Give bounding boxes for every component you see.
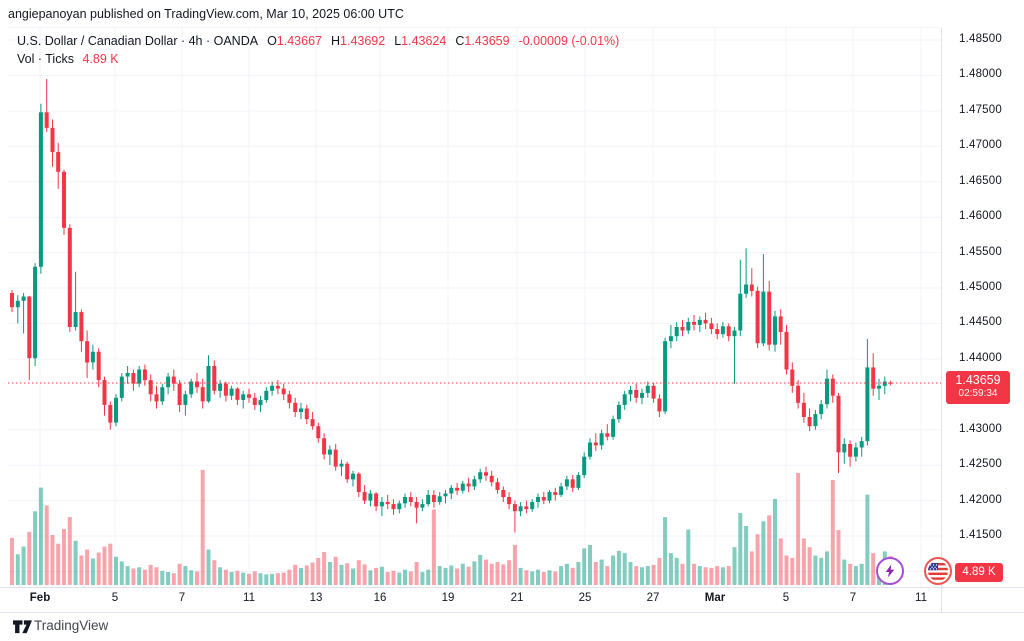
tradingview-logo-icon[interactable] bbox=[13, 619, 32, 635]
footer: TradingView bbox=[0, 613, 1024, 641]
high-value: 1.43692 bbox=[340, 34, 386, 48]
price-axis-border bbox=[941, 28, 942, 612]
open-label: O bbox=[267, 34, 277, 48]
lightning-bolt-glyph bbox=[885, 564, 895, 578]
pane-top-border bbox=[8, 27, 941, 28]
us-flag-event-icon[interactable] bbox=[924, 557, 952, 585]
open-value: 1.43667 bbox=[276, 34, 322, 48]
us-flag-glyph bbox=[928, 561, 948, 581]
close-label: C bbox=[455, 34, 465, 48]
current-price-label: 1.43659 02:59:34 bbox=[946, 371, 1010, 404]
time-axis-border bbox=[0, 587, 1024, 588]
chart-legend: U.S. Dollar / Canadian Dollar · 4h · OAN… bbox=[17, 33, 619, 68]
lightning-event-icon[interactable] bbox=[876, 557, 904, 585]
legend-symbol-line: U.S. Dollar / Canadian Dollar · 4h · OAN… bbox=[17, 33, 619, 50]
high-label: H bbox=[330, 34, 341, 48]
tradingview-wordmark[interactable]: TradingView bbox=[34, 618, 109, 633]
footer-border bbox=[0, 612, 1024, 613]
bar-countdown: 02:59:34 bbox=[958, 388, 998, 399]
volume-value: 4.89 K bbox=[82, 52, 119, 66]
low-value: 1.43624 bbox=[401, 34, 447, 48]
low-label: L bbox=[394, 34, 402, 48]
attribution-text: angiepanoyan published on TradingView.co… bbox=[8, 7, 404, 21]
volume-label: Vol · Ticks bbox=[17, 52, 74, 66]
close-value: 1.43659 bbox=[464, 34, 510, 48]
symbol-title: U.S. Dollar / Canadian Dollar · 4h · OAN… bbox=[17, 34, 259, 48]
legend-volume-line: Vol · Ticks 4.89 K bbox=[17, 51, 619, 68]
current-price-value: 1.43659 bbox=[955, 373, 1001, 387]
change-value: -0.00009 (-0.01%) bbox=[518, 34, 620, 48]
volume-axis-badge: 4.89 K bbox=[955, 563, 1003, 582]
